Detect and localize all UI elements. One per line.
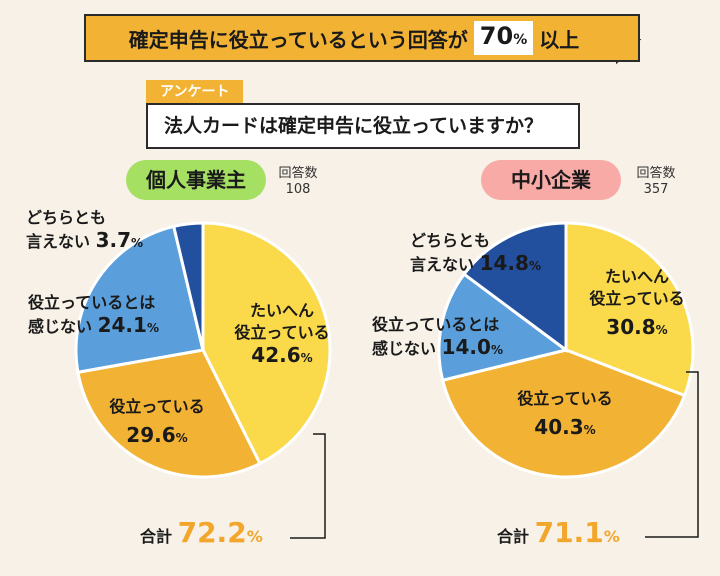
slice-value-number: 3.7 xyxy=(95,228,132,252)
respondents-label: 回答数 xyxy=(636,166,676,181)
pie-slice-useful xyxy=(76,348,262,479)
slice-value-unit: % xyxy=(528,259,541,273)
slice-label-line: 役立っている xyxy=(234,323,330,342)
slice-value-unit: % xyxy=(175,431,188,445)
slice-label-line: 言えない xyxy=(410,255,475,274)
slice-value-unit: % xyxy=(300,351,313,365)
slice-value: 24.1% xyxy=(98,313,159,337)
total-value-number: 72.2 xyxy=(177,516,247,549)
slice-value-unit: % xyxy=(583,423,596,437)
slice-value: 42.6% xyxy=(222,344,342,369)
slice-label-line: たいへん xyxy=(604,267,669,286)
pie-slice-not-useful xyxy=(437,272,570,383)
slice-value-unit: % xyxy=(131,236,144,250)
slice-value-unit: % xyxy=(146,321,159,335)
survey-question: 法人カードは確定申告に役立っていますか？ xyxy=(146,103,580,149)
total-value: 72.2% xyxy=(178,516,263,549)
slice-value-unit: % xyxy=(490,343,503,357)
slice-value: 14.0% xyxy=(442,335,503,359)
slice-label-useful: 役立っている 29.6% xyxy=(92,396,222,449)
slice-value-number: 24.1 xyxy=(97,313,147,337)
survey-tag: アンケート xyxy=(146,80,244,104)
total-value: 71.1% xyxy=(535,516,620,549)
respondents-count: 108 xyxy=(285,182,311,197)
respondents-label: 回答数 xyxy=(278,166,318,181)
pie-slice-neutral xyxy=(171,221,205,351)
slice-label-line: 役立っている xyxy=(517,389,613,408)
slice-label-line-with-value: 感じない 14.0% xyxy=(372,336,532,361)
headline-prefix: 確定申告に役立っているという回答が xyxy=(128,27,468,52)
group-badge-sme: 中小企業 xyxy=(481,160,621,200)
slice-label-line: 役立っているとは xyxy=(372,315,500,334)
respondents-sme: 回答数 357 xyxy=(628,166,684,198)
slice-label-not-useful: 役立っているとは 感じない 24.1% xyxy=(28,292,188,339)
pie-chart-sme xyxy=(437,221,695,479)
slice-value: 3.7% xyxy=(96,228,143,252)
headline-suffix: 以上 xyxy=(539,27,580,52)
slice-label-very-useful: たいへん 役立っている 42.6% xyxy=(222,300,342,369)
slice-value: 40.3% xyxy=(500,416,630,441)
total-value-unit: % xyxy=(246,527,263,546)
slice-label-very-useful: たいへん 役立っている 30.8% xyxy=(572,266,702,341)
pie-slice-very-useful xyxy=(201,221,332,466)
slice-value-number: 29.6 xyxy=(126,423,176,447)
slice-label-neutral: どちらとも 言えない 3.7% xyxy=(26,207,166,254)
slice-label-neutral: どちらとも 言えない 14.8% xyxy=(410,230,550,277)
slice-value-unit: % xyxy=(655,323,668,337)
pie-chart-individual xyxy=(74,221,332,479)
headline-value: 70 xyxy=(479,22,514,50)
slice-value-number: 14.0 xyxy=(441,335,491,359)
slice-label-useful: 役立っている 40.3% xyxy=(500,388,630,441)
slice-label-line-with-value: 言えない 14.8% xyxy=(410,252,550,277)
headline-unit: % xyxy=(513,32,528,48)
slice-label-line: 役立っている xyxy=(589,289,685,308)
headline-banner xyxy=(84,14,640,62)
slice-value: 30.8% xyxy=(572,316,702,341)
total-individual: 合計 72.2% xyxy=(140,516,263,549)
total-label: 合計 xyxy=(140,527,173,546)
total-value-unit: % xyxy=(603,527,620,546)
slice-label-line-with-value: 感じない 24.1% xyxy=(28,314,188,339)
slice-label-line: 感じない xyxy=(372,339,437,358)
slice-label-line: たいへん xyxy=(249,301,314,320)
respondents-individual: 回答数 108 xyxy=(272,166,324,198)
slice-label-line: どちらとも xyxy=(410,231,491,250)
slice-label-line: どちらとも xyxy=(26,208,107,227)
slice-label-line: 役立っている xyxy=(109,397,205,416)
slice-label-line: 感じない xyxy=(28,317,93,336)
slice-value: 14.8% xyxy=(480,251,541,275)
slice-label-line-with-value: 言えない 3.7% xyxy=(26,229,166,254)
headline-percentage: 70% xyxy=(473,21,534,55)
slice-label-not-useful: 役立っているとは 感じない 14.0% xyxy=(372,314,532,361)
slice-value-number: 40.3 xyxy=(534,415,584,439)
pie-slice-useful xyxy=(440,348,687,479)
total-bracket-left xyxy=(290,433,326,539)
slice-value: 29.6% xyxy=(92,424,222,449)
slice-value-number: 14.8 xyxy=(479,251,529,275)
slice-label-line: 役立っているとは xyxy=(28,293,156,312)
total-value-number: 71.1 xyxy=(534,516,604,549)
respondents-count: 357 xyxy=(643,182,669,197)
total-sme: 合計 71.1% xyxy=(497,516,620,549)
pie-slice-not-useful xyxy=(74,224,205,374)
group-badge-individual: 個人事業主 xyxy=(126,160,266,200)
pie-slice-very-useful xyxy=(564,221,695,398)
slice-value-number: 30.8 xyxy=(606,315,656,339)
pie-slice-neutral xyxy=(462,221,568,353)
headline: 確定申告に役立っているという回答が 70% 以上 xyxy=(84,14,624,62)
slice-value-number: 42.6 xyxy=(251,343,301,367)
total-bracket-right xyxy=(645,371,699,538)
total-label: 合計 xyxy=(497,527,530,546)
slice-label-line: 言えない xyxy=(26,232,91,251)
